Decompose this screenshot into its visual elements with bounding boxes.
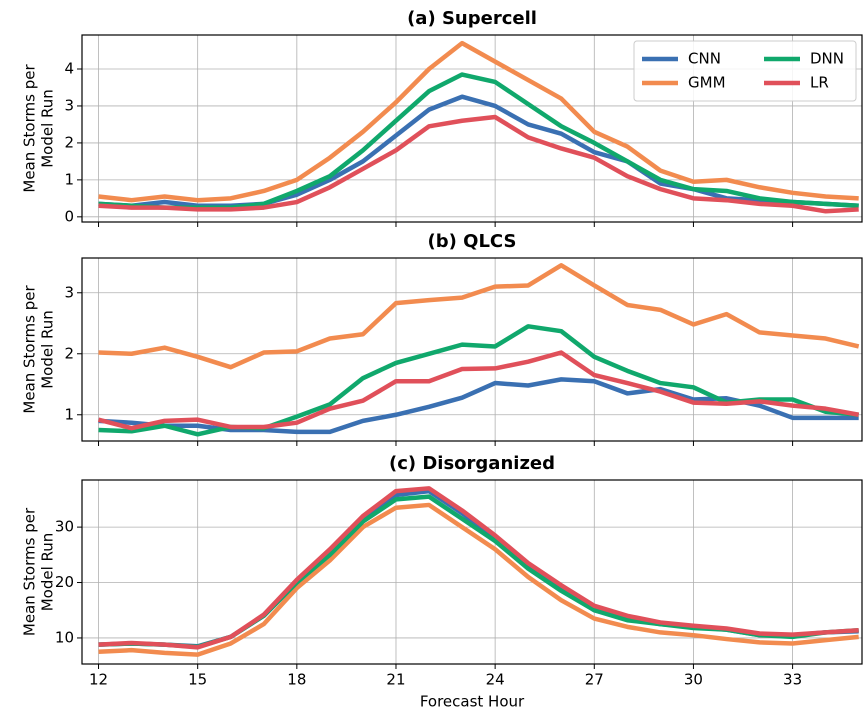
x-tick-label: 30 (684, 671, 703, 689)
y-tick-label: 10 (55, 628, 74, 646)
y-tick-label: 1 (64, 170, 74, 188)
y-tick-label: 0 (64, 207, 74, 225)
x-tick-label: 33 (783, 671, 802, 689)
x-tick-label: 18 (287, 671, 306, 689)
legend-box (633, 40, 857, 102)
x-tick-label: 21 (386, 671, 405, 689)
panel-title: (b) QLCS (428, 231, 517, 252)
y-axis-label: Model Run (39, 533, 57, 612)
axes-frame (81, 257, 863, 442)
legend-label: DNN (810, 50, 844, 68)
series-line (98, 486, 859, 650)
y-tick-label: 3 (64, 96, 74, 114)
series-line (98, 502, 859, 657)
y-axis-label: Model Run (39, 310, 57, 389)
series-line (98, 114, 859, 214)
y-tick-label: 3 (64, 283, 74, 301)
y-tick-label: 30 (55, 518, 74, 536)
series-line (98, 324, 859, 437)
x-axis-label: Forecast Hour (420, 693, 525, 710)
x-tick-label: 15 (188, 671, 207, 689)
y-tick-label: 4 (64, 60, 74, 78)
series-line (98, 40, 859, 203)
y-axis-label: Model Run (39, 89, 57, 168)
y-tick-label: 1 (64, 405, 74, 423)
legend-label: CNN (688, 50, 721, 68)
y-tick-label: 2 (64, 344, 74, 362)
axes-frame (81, 479, 863, 665)
series-line (98, 494, 859, 650)
series-line (97, 350, 860, 431)
y-axis-label: Mean Storms per (21, 507, 39, 636)
panel-title: (c) Disorganized (389, 453, 555, 474)
series-line (98, 263, 860, 370)
axes-frame (81, 34, 863, 223)
x-tick-label: 24 (486, 671, 505, 689)
y-tick-label: 2 (64, 133, 74, 151)
legend-label: GMM (688, 74, 726, 92)
panel-title: (a) Supercell (407, 8, 537, 29)
y-axis-label: Mean Storms per (21, 285, 39, 414)
legend-label: LR (810, 74, 829, 92)
x-tick-label: 12 (89, 671, 108, 689)
series-line (98, 488, 859, 649)
x-tick-label: 27 (585, 671, 604, 689)
y-tick-label: 20 (55, 573, 74, 591)
y-axis-label: Mean Storms per (21, 64, 39, 193)
series-line (98, 94, 859, 208)
